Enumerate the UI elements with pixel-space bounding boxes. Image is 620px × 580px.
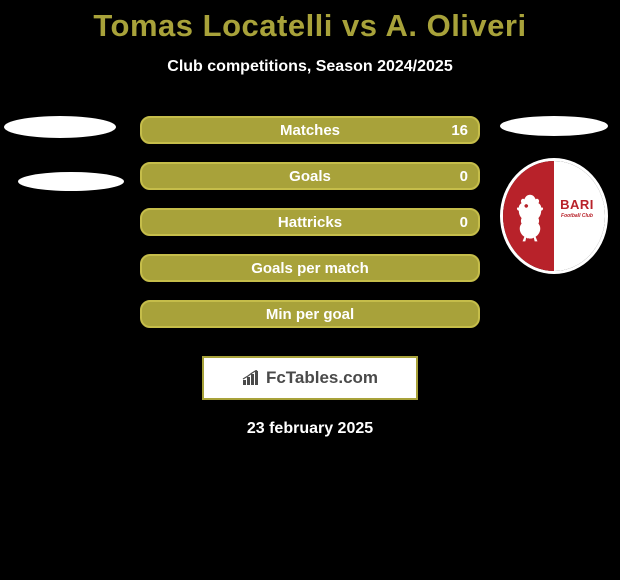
stat-row-hattricks: Hattricks 0 bbox=[140, 208, 480, 236]
stat-value: 0 bbox=[460, 168, 468, 185]
chart-icon bbox=[242, 370, 262, 386]
page-subtitle: Club competitions, Season 2024/2025 bbox=[0, 58, 620, 76]
placeholder-ellipse bbox=[18, 172, 124, 191]
stat-label: Goals per match bbox=[251, 260, 369, 277]
rooster-icon bbox=[511, 191, 549, 247]
placeholder-ellipse bbox=[4, 116, 116, 138]
stat-label: Goals bbox=[289, 168, 331, 185]
stat-label: Min per goal bbox=[266, 306, 354, 323]
stat-row-goals: Goals 0 bbox=[140, 162, 480, 190]
badge-circle: BARI Football Club bbox=[500, 158, 608, 274]
badge-club-name: BARI bbox=[555, 197, 599, 212]
stat-row-min-per-goal: Min per goal bbox=[140, 300, 480, 328]
comparison-card: Tomas Locatelli vs A. Oliveri Club compe… bbox=[0, 0, 620, 438]
watermark-text: FcTables.com bbox=[266, 368, 378, 388]
stat-row-goals-per-match: Goals per match bbox=[140, 254, 480, 282]
badge-text-wrap: BARI Football Club bbox=[555, 197, 599, 219]
stat-rows: Matches 16 Goals 0 Hattricks 0 Goals per… bbox=[140, 116, 480, 346]
content-area: Matches 16 Goals 0 Hattricks 0 Goals per… bbox=[0, 116, 620, 346]
right-player-area: BARI Football Club bbox=[500, 116, 610, 274]
date-line: 23 february 2025 bbox=[0, 420, 620, 438]
left-player-placeholder bbox=[4, 116, 124, 191]
page-title: Tomas Locatelli vs A. Oliveri bbox=[0, 8, 620, 44]
badge-club-subtext: Football Club bbox=[555, 213, 599, 219]
club-badge-bari: BARI Football Club bbox=[500, 158, 610, 274]
stat-value: 0 bbox=[460, 214, 468, 231]
stat-row-matches: Matches 16 bbox=[140, 116, 480, 144]
placeholder-ellipse bbox=[500, 116, 608, 136]
stat-label: Hattricks bbox=[278, 214, 342, 231]
stat-label: Matches bbox=[280, 122, 340, 139]
stat-value: 16 bbox=[451, 122, 468, 139]
watermark-box: FcTables.com bbox=[202, 356, 418, 400]
